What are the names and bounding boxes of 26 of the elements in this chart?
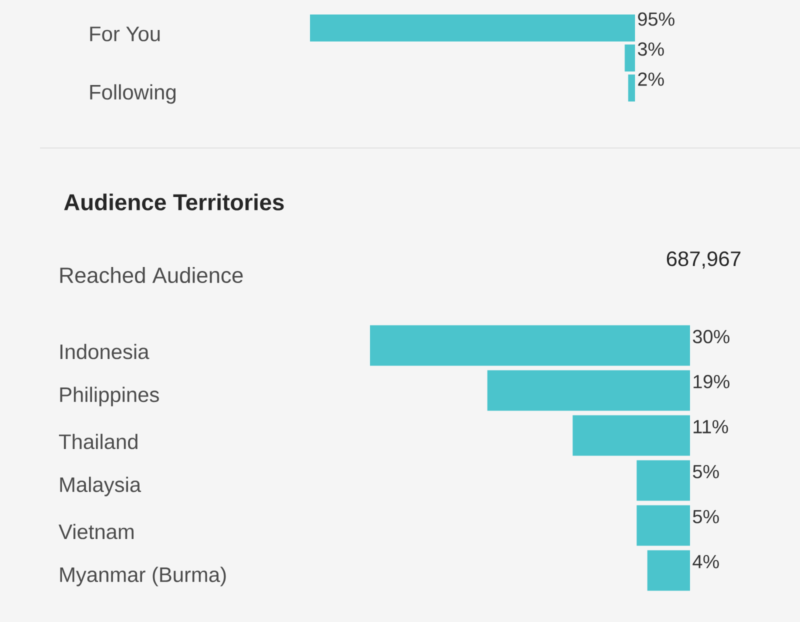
bar (572, 415, 690, 456)
data-label: 5% (692, 510, 719, 524)
y-tick-label: For You (90, 26, 160, 42)
text: Audience Territories (64, 194, 284, 210)
y-tick-label: Following (90, 84, 176, 104)
data-label: 30% (692, 330, 730, 344)
data-label: 19% (694, 374, 730, 388)
text: 687,967 (666, 251, 740, 269)
bar (370, 325, 690, 366)
bar (636, 505, 690, 546)
data-label: 11% (694, 420, 728, 434)
bar (647, 550, 690, 591)
data-label: 2% (638, 72, 664, 86)
y-tick-label: Vietnam (58, 524, 134, 540)
data-label: 95% (638, 12, 674, 26)
y-tick-label: Indonesia (60, 344, 150, 360)
y-tick-label: Malaysia (60, 476, 142, 496)
y-tick-label: Myanmar (Burma) (60, 566, 226, 586)
bar (487, 370, 690, 411)
y-tick-label: Philippines (60, 386, 159, 406)
bar (636, 460, 690, 501)
data-label: 4% (692, 555, 719, 568)
data-label: 3% (638, 42, 664, 56)
text: Reached Audience (60, 266, 243, 284)
data-label: 5% (692, 464, 719, 478)
y-tick-label: Thailand (58, 434, 138, 450)
